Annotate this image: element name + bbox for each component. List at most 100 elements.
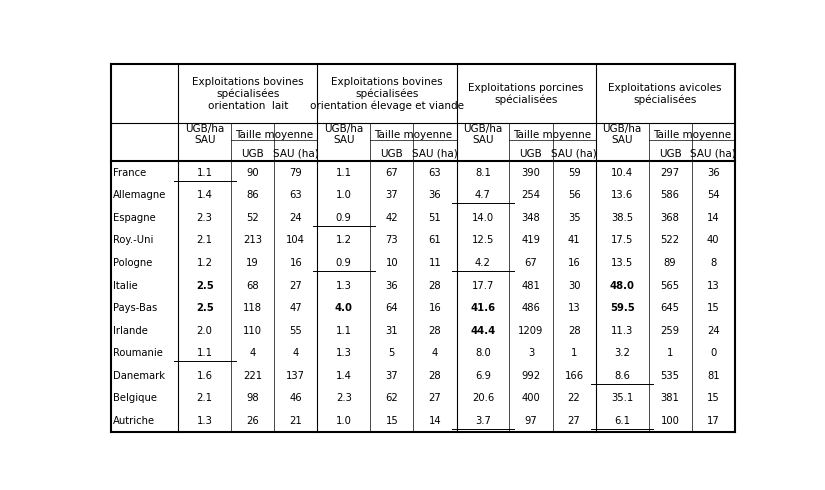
Text: 28: 28	[429, 281, 441, 291]
Text: 0: 0	[710, 348, 716, 358]
Text: 37: 37	[385, 190, 398, 200]
Text: 90: 90	[247, 168, 259, 178]
Text: 59: 59	[568, 168, 581, 178]
Text: Roy.-Uni: Roy.-Uni	[113, 235, 153, 245]
Text: 97: 97	[525, 416, 537, 426]
Text: Belgique: Belgique	[113, 393, 158, 403]
Text: 645: 645	[661, 303, 680, 313]
Text: 36: 36	[707, 168, 719, 178]
Text: 221: 221	[243, 371, 262, 381]
Text: 522: 522	[661, 235, 680, 245]
Text: 1.1: 1.1	[336, 168, 351, 178]
Text: 46: 46	[290, 393, 302, 403]
Text: 535: 535	[661, 371, 680, 381]
Text: 35: 35	[568, 213, 581, 223]
Text: 1.0: 1.0	[336, 190, 351, 200]
Text: UGB/ha
SAU: UGB/ha SAU	[324, 124, 364, 146]
Text: 64: 64	[385, 303, 398, 313]
Text: 6.1: 6.1	[614, 416, 630, 426]
Text: 100: 100	[661, 416, 680, 426]
Text: 2.5: 2.5	[196, 281, 214, 291]
Text: 110: 110	[243, 326, 262, 336]
Text: 254: 254	[521, 190, 540, 200]
Text: 54: 54	[707, 190, 719, 200]
Text: 1: 1	[571, 348, 578, 358]
Text: 1.4: 1.4	[336, 371, 351, 381]
Text: 1.0: 1.0	[336, 416, 351, 426]
Text: 2.1: 2.1	[196, 393, 213, 403]
Text: 89: 89	[664, 258, 676, 268]
Text: 31: 31	[385, 326, 398, 336]
Text: Taille moyenne: Taille moyenne	[653, 130, 731, 140]
Text: Roumanie: Roumanie	[113, 348, 163, 358]
Text: 36: 36	[385, 281, 398, 291]
Text: 47: 47	[290, 303, 302, 313]
Text: SAU (ha): SAU (ha)	[412, 149, 458, 159]
Text: 4: 4	[431, 348, 438, 358]
Text: 992: 992	[521, 371, 540, 381]
Text: 61: 61	[428, 235, 441, 245]
Text: Danemark: Danemark	[113, 371, 165, 381]
Text: Italie: Italie	[113, 281, 138, 291]
Text: 1.6: 1.6	[196, 371, 213, 381]
Text: 68: 68	[247, 281, 259, 291]
Text: 17.7: 17.7	[472, 281, 494, 291]
Text: 56: 56	[568, 190, 581, 200]
Text: 59.5: 59.5	[610, 303, 634, 313]
Text: 4.2: 4.2	[475, 258, 491, 268]
Text: 13: 13	[707, 281, 719, 291]
Text: 11: 11	[428, 258, 441, 268]
Text: 4: 4	[293, 348, 299, 358]
Text: 30: 30	[568, 281, 580, 291]
Text: 24: 24	[707, 326, 719, 336]
Text: 14: 14	[707, 213, 719, 223]
Text: 3.2: 3.2	[614, 348, 630, 358]
Text: 52: 52	[247, 213, 259, 223]
Text: 4.7: 4.7	[475, 190, 491, 200]
Text: 0.9: 0.9	[336, 258, 351, 268]
Text: 16: 16	[290, 258, 302, 268]
Text: Taille moyenne: Taille moyenne	[375, 130, 452, 140]
Text: 51: 51	[428, 213, 441, 223]
Text: 14: 14	[429, 416, 441, 426]
Text: 44.4: 44.4	[470, 326, 496, 336]
Text: 13.6: 13.6	[611, 190, 634, 200]
Text: Espagne: Espagne	[113, 213, 156, 223]
Text: France: France	[113, 168, 147, 178]
Text: 15: 15	[385, 416, 398, 426]
Text: 5: 5	[389, 348, 395, 358]
Text: 8.1: 8.1	[475, 168, 491, 178]
Text: 17: 17	[707, 416, 719, 426]
Text: Exploitations avicoles
spécialisées: Exploitations avicoles spécialisées	[609, 83, 722, 105]
Text: 1.3: 1.3	[196, 416, 213, 426]
Text: Taille moyenne: Taille moyenne	[513, 130, 592, 140]
Text: 27: 27	[428, 393, 441, 403]
Text: 35.1: 35.1	[611, 393, 634, 403]
Text: 21: 21	[290, 416, 302, 426]
Text: 1.4: 1.4	[196, 190, 213, 200]
Text: 28: 28	[568, 326, 581, 336]
Text: 19: 19	[247, 258, 259, 268]
Text: 166: 166	[564, 371, 583, 381]
Text: 4.0: 4.0	[335, 303, 353, 313]
Text: 67: 67	[385, 168, 398, 178]
Text: 24: 24	[290, 213, 302, 223]
Text: 22: 22	[568, 393, 581, 403]
Text: 38.5: 38.5	[611, 213, 633, 223]
Text: 12.5: 12.5	[472, 235, 494, 245]
Text: 0.9: 0.9	[336, 213, 351, 223]
Text: 8: 8	[710, 258, 716, 268]
Text: UGB/ha
SAU: UGB/ha SAU	[185, 124, 224, 146]
Text: UGB: UGB	[658, 149, 681, 159]
Text: 37: 37	[385, 371, 398, 381]
Text: SAU (ha): SAU (ha)	[691, 149, 736, 159]
Text: 13: 13	[568, 303, 581, 313]
Text: 3.7: 3.7	[475, 416, 491, 426]
Text: 17.5: 17.5	[611, 235, 634, 245]
Text: 2.0: 2.0	[196, 326, 213, 336]
Text: UGB/ha
SAU: UGB/ha SAU	[464, 124, 502, 146]
Text: 16: 16	[568, 258, 581, 268]
Text: 15: 15	[707, 303, 719, 313]
Text: 1: 1	[667, 348, 673, 358]
Text: 1209: 1209	[518, 326, 544, 336]
